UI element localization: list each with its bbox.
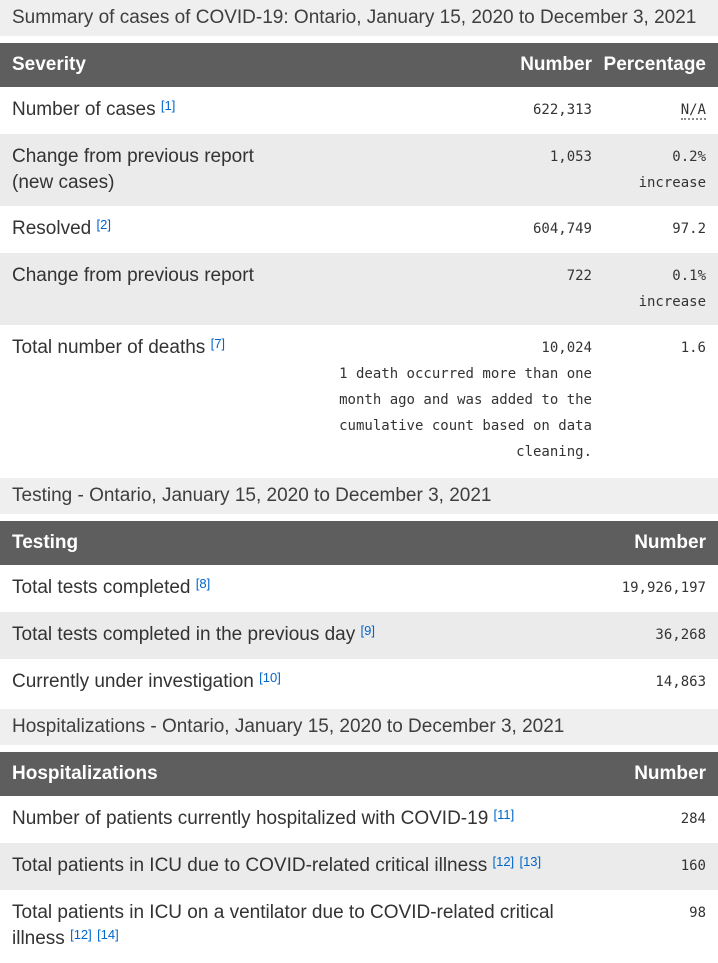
- number-value: 284: [680, 811, 706, 827]
- row-label: Number of cases: [12, 99, 156, 120]
- column-header-percentage: Percentage: [592, 43, 718, 87]
- table-row: Currently under investigation [10] 14,86…: [0, 659, 718, 706]
- footnote-link[interactable]: [11]: [493, 807, 515, 822]
- row-label: Total number of deaths: [12, 337, 206, 358]
- table-row: Total tests completed [8] 19,926,197: [0, 565, 718, 612]
- row-label: Total patients in ICU on a ventilator du…: [12, 902, 554, 949]
- footnote-link[interactable]: [2]: [96, 217, 111, 232]
- testing-table-caption: Testing - Ontario, January 15, 2020 to D…: [0, 478, 718, 514]
- number-value: 722: [566, 268, 592, 284]
- row-label: Total tests completed in the previous da…: [12, 624, 356, 645]
- footnote-link[interactable]: [12]: [492, 854, 515, 869]
- table-row: Number of patients currently hospitalize…: [0, 796, 718, 843]
- number-value: 10,024: [541, 340, 592, 356]
- not-applicable-abbr[interactable]: N/A: [680, 102, 706, 120]
- hospitalizations-header-row: Hospitalizations Number: [0, 752, 718, 796]
- footnote-link[interactable]: [13]: [519, 854, 542, 869]
- testing-header-row: Testing Number: [0, 521, 718, 565]
- data-cleaning-note: 1 death occurred more than one month ago…: [339, 366, 592, 460]
- summary-of-cases-section: Summary of cases of COVID-19: Ontario, J…: [0, 0, 718, 475]
- hospitalizations-section: Hospitalizations - Ontario, January 15, …: [0, 709, 718, 963]
- table-row: Change from previous report 722 0.1% inc…: [0, 253, 718, 325]
- percentage-value: 0.1% increase: [638, 268, 706, 310]
- table-row: Change from previous report (new cases) …: [0, 134, 718, 206]
- footnote-link[interactable]: [12]: [70, 927, 92, 942]
- hospitalizations-table: Hospitalizations Number Number of patien…: [0, 752, 718, 963]
- testing-section: Testing - Ontario, January 15, 2020 to D…: [0, 478, 718, 706]
- table-row: Total patients in ICU due to COVID-relat…: [0, 843, 718, 890]
- number-value: 36,268: [655, 627, 706, 643]
- footnote-link[interactable]: [9]: [360, 623, 375, 638]
- footnote-link[interactable]: [14]: [97, 927, 119, 942]
- footnote-link[interactable]: [7]: [210, 336, 226, 351]
- number-value: 19,926,197: [621, 580, 706, 596]
- number-value: 604,749: [532, 221, 592, 237]
- percentage-value: 1.6: [680, 340, 706, 356]
- column-header-number: Number: [600, 521, 718, 565]
- row-label: Number of patients currently hospitalize…: [12, 808, 489, 829]
- number-value: 622,313: [532, 102, 592, 118]
- percentage-value: 0.2% increase: [638, 149, 706, 191]
- footnote-link[interactable]: [1]: [160, 98, 176, 113]
- number-value: 160: [680, 858, 706, 874]
- row-label: Resolved: [12, 218, 92, 239]
- summary-table-caption: Summary of cases of COVID-19: Ontario, J…: [0, 0, 718, 36]
- table-row: Resolved [2] 604,749 97.2: [0, 206, 718, 253]
- footnote-link[interactable]: [10]: [259, 670, 281, 685]
- summary-of-cases-table: Severity Number Percentage Number of cas…: [0, 43, 718, 475]
- number-value: 98: [689, 905, 706, 921]
- table-row: Number of cases [1] 622,313 N/A: [0, 87, 718, 134]
- table-row: Total number of deaths [7] 10,024 1 death…: [0, 325, 718, 475]
- summary-header-row: Severity Number Percentage: [0, 43, 718, 87]
- column-header-severity: Severity: [0, 43, 282, 87]
- table-row: Total patients in ICU on a ventilator du…: [0, 890, 718, 963]
- footnote-link[interactable]: [8]: [195, 576, 211, 591]
- row-label: Change from previous report: [12, 265, 254, 286]
- hospitalizations-table-caption: Hospitalizations - Ontario, January 15, …: [0, 709, 718, 745]
- row-label: Total patients in ICU due to COVID-relat…: [12, 855, 488, 876]
- row-label: Currently under investigation: [12, 671, 254, 692]
- number-value: 1,053: [549, 149, 592, 165]
- column-header-number: Number: [282, 43, 592, 87]
- column-header-hospitalizations: Hospitalizations: [0, 752, 600, 796]
- table-row: Total tests completed in the previous da…: [0, 612, 718, 659]
- row-label: Change from previous report (new cases): [12, 146, 254, 193]
- percentage-value: 97.2: [672, 221, 706, 237]
- column-header-number: Number: [600, 752, 718, 796]
- column-header-testing: Testing: [0, 521, 600, 565]
- number-value: 14,863: [655, 674, 706, 690]
- testing-table: Testing Number Total tests completed [8]…: [0, 521, 718, 706]
- row-label: Total tests completed: [12, 577, 191, 598]
